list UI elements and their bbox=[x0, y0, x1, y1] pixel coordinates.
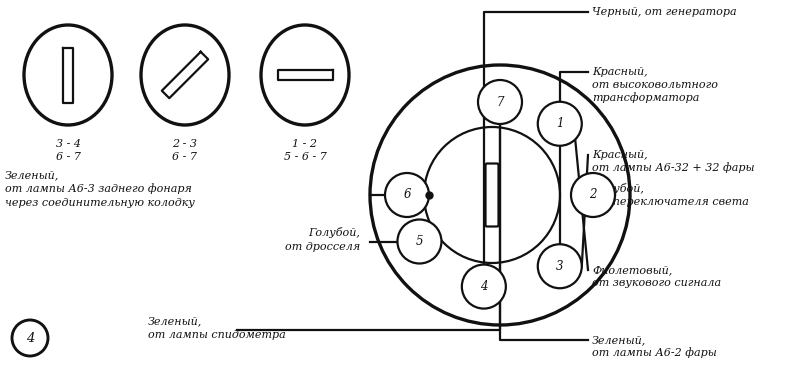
Text: от лампы спидометра: от лампы спидометра bbox=[148, 330, 286, 340]
Text: 1: 1 bbox=[556, 117, 563, 130]
Text: от дросселя: от дросселя bbox=[285, 242, 360, 251]
Circle shape bbox=[462, 265, 506, 309]
Circle shape bbox=[424, 127, 560, 263]
Polygon shape bbox=[162, 52, 208, 98]
Text: Зеленый,: Зеленый, bbox=[5, 170, 59, 180]
Text: 6: 6 bbox=[403, 188, 410, 202]
Text: 2: 2 bbox=[590, 188, 597, 202]
Text: Черный, от генератора: Черный, от генератора bbox=[592, 7, 737, 17]
Text: Зеленый,: Зеленый, bbox=[592, 335, 646, 345]
Text: 7: 7 bbox=[496, 96, 504, 108]
Circle shape bbox=[385, 173, 429, 217]
Text: трансформатора: трансформатора bbox=[592, 93, 699, 103]
Circle shape bbox=[571, 173, 615, 217]
Text: 5 - 6 - 7: 5 - 6 - 7 bbox=[283, 152, 326, 162]
Polygon shape bbox=[278, 70, 333, 80]
Text: 4: 4 bbox=[26, 332, 34, 344]
Text: через соединительную колодку: через соединительную колодку bbox=[5, 198, 195, 208]
Text: 6 - 7: 6 - 7 bbox=[55, 152, 81, 162]
Text: Голубой,: Голубой, bbox=[308, 227, 360, 238]
Text: 3: 3 bbox=[556, 260, 563, 273]
Circle shape bbox=[478, 80, 522, 124]
Text: Красный,: Красный, bbox=[592, 150, 648, 160]
Text: от лампы А6-32 + 32 фары: от лампы А6-32 + 32 фары bbox=[592, 163, 754, 173]
Text: Голубой,: Голубой, bbox=[592, 183, 644, 194]
Circle shape bbox=[538, 102, 582, 146]
Text: от переключателя света: от переключателя света bbox=[592, 197, 749, 207]
Text: 3 - 4: 3 - 4 bbox=[55, 139, 81, 149]
Circle shape bbox=[538, 244, 582, 288]
Text: 6 - 7: 6 - 7 bbox=[173, 152, 198, 162]
Text: Красный,: Красный, bbox=[592, 67, 648, 77]
Text: Фиолетовый,: Фиолетовый, bbox=[592, 265, 672, 275]
Text: от звукового сигнала: от звукового сигнала bbox=[592, 278, 721, 288]
Text: 1 - 2: 1 - 2 bbox=[293, 139, 318, 149]
Text: 4: 4 bbox=[480, 280, 488, 293]
Text: от лампы А6-2 фары: от лампы А6-2 фары bbox=[592, 348, 717, 358]
Circle shape bbox=[398, 220, 442, 264]
Text: от высоковольтного: от высоковольтного bbox=[592, 80, 718, 90]
Polygon shape bbox=[62, 48, 74, 102]
Text: от лампы А6-3 заднего фонаря: от лампы А6-3 заднего фонаря bbox=[5, 184, 192, 194]
Text: 2 - 3: 2 - 3 bbox=[173, 139, 198, 149]
Text: Зеленый,: Зеленый, bbox=[148, 316, 202, 326]
Text: 5: 5 bbox=[416, 235, 423, 248]
